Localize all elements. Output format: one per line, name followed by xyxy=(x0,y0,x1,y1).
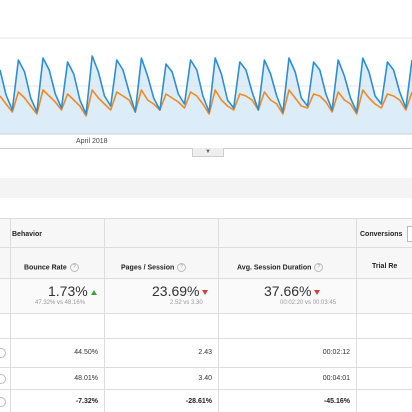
arrow-down-icon xyxy=(314,289,321,295)
row-marker-icon xyxy=(0,397,6,407)
row-divider xyxy=(0,247,412,248)
series-line-blue xyxy=(0,55,412,115)
row-divider xyxy=(0,338,412,339)
column-divider xyxy=(104,218,105,412)
toolbar-band xyxy=(0,178,412,198)
col-avg-duration[interactable]: Avg. Session Duration? xyxy=(237,263,324,272)
row2-avg-duration: 00:04:01 xyxy=(322,375,350,382)
row-divider xyxy=(0,367,412,368)
summary-avg-duration-compare: 00:02:20 vs 00:03:45 xyxy=(280,300,337,306)
group-conversions-label: Conversions xyxy=(360,231,403,238)
column-divider xyxy=(356,218,357,412)
group-behavior-label: Behavior xyxy=(12,231,42,238)
trend-chart xyxy=(0,37,412,135)
row-marker-icon xyxy=(0,348,6,358)
col-bounce-rate[interactable]: Bounce Rate? xyxy=(24,263,79,272)
row3-pages-session: -28.61% xyxy=(185,398,212,405)
column-divider xyxy=(218,218,219,412)
summary-row xyxy=(0,279,412,313)
row2-bounce-rate: 48.01% xyxy=(74,375,98,382)
series-line-orange xyxy=(0,89,412,117)
row1-bounce-rate: 44.50% xyxy=(74,349,98,356)
column-divider xyxy=(10,218,11,412)
row-marker-icon xyxy=(0,374,6,384)
help-icon[interactable]: ? xyxy=(314,263,324,272)
table-top-border xyxy=(0,218,412,219)
chevron-down-icon: ▼ xyxy=(205,149,211,155)
row2-pages-session: 3.40 xyxy=(198,375,212,382)
row1-avg-duration: 00:02:12 xyxy=(322,349,350,356)
col-avg-duration-label: Avg. Session Duration xyxy=(237,264,312,272)
summary-pages-session-value: 23.69% xyxy=(152,283,200,299)
row1-pages-session: 2.43 xyxy=(198,349,212,356)
arrow-up-icon xyxy=(90,289,97,295)
chart-x-label: April 2018 xyxy=(76,138,108,145)
summary-avg-duration: 37.66% xyxy=(264,283,321,299)
blue-area-fill xyxy=(0,56,412,134)
col-pages-session[interactable]: Pages / Session? xyxy=(121,263,187,272)
goal-select[interactable] xyxy=(407,226,412,242)
summary-bounce-rate-value: 1.73% xyxy=(48,283,88,299)
row-divider xyxy=(0,389,412,390)
col-bounce-rate-label: Bounce Rate xyxy=(24,264,67,272)
help-icon[interactable]: ? xyxy=(69,263,79,272)
summary-avg-duration-value: 37.66% xyxy=(264,283,312,299)
row-divider xyxy=(0,313,412,314)
col-trial[interactable]: Trial Re xyxy=(372,263,397,270)
row3-bounce-rate: -7.32% xyxy=(75,398,98,405)
row-divider xyxy=(0,278,412,279)
arrow-down-icon xyxy=(202,289,209,295)
group-header-row xyxy=(0,219,412,247)
row3-avg-duration: -45.16% xyxy=(323,398,350,405)
summary-pages-session: 23.69% xyxy=(152,283,209,299)
col-trial-label: Trial Re xyxy=(372,263,398,270)
collapse-handle[interactable]: ▼ xyxy=(192,148,224,157)
summary-bounce-rate: 1.73% xyxy=(48,283,97,299)
help-icon[interactable]: ? xyxy=(177,263,187,272)
summary-bounce-rate-compare: 47.32% vs 48.16% xyxy=(35,300,86,306)
col-pages-session-label: Pages / Session xyxy=(121,264,175,272)
column-header-row xyxy=(0,248,412,278)
summary-pages-session-compare: 2.52 vs 3.30 xyxy=(170,300,203,306)
